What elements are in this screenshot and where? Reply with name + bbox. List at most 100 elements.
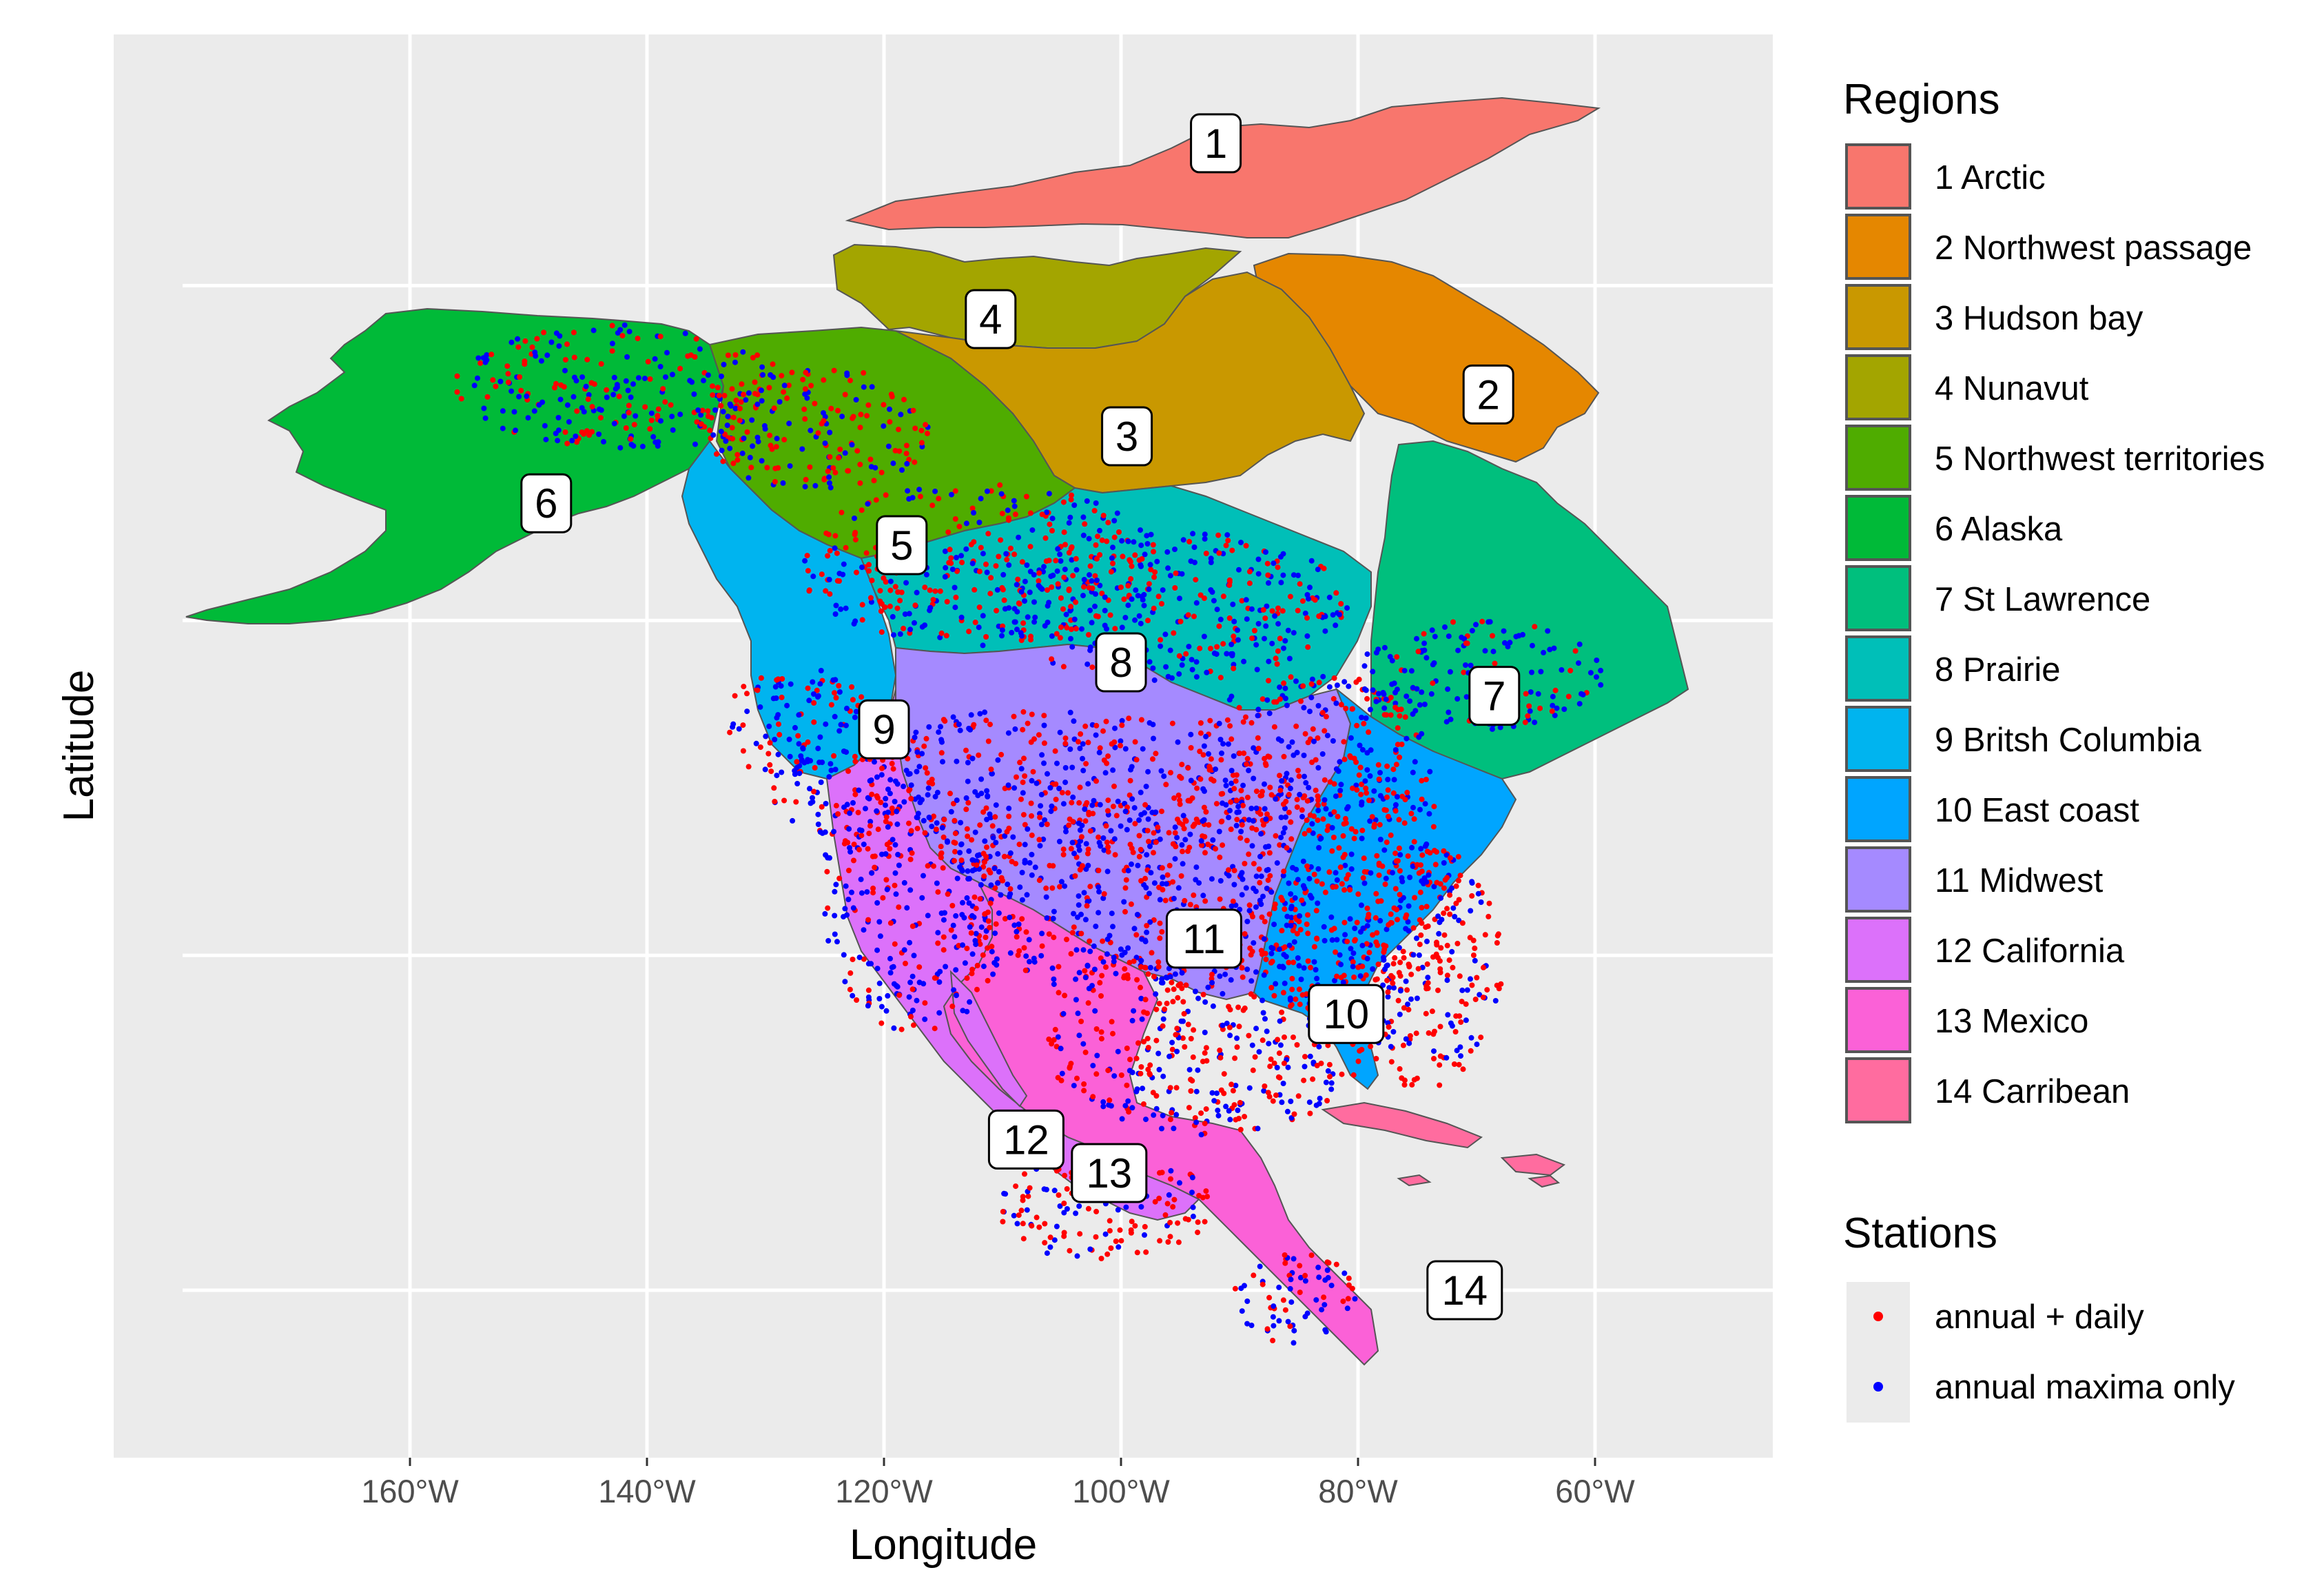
station-annual-daily [1053, 796, 1059, 802]
station-annual-daily [1250, 1067, 1256, 1073]
region-label: 1 [1190, 113, 1242, 174]
station-annual-maxima [1347, 916, 1353, 922]
station-annual-maxima [894, 808, 900, 815]
station-annual-daily [1395, 997, 1401, 1004]
station-annual-daily [1371, 822, 1377, 828]
station-annual-daily [1062, 740, 1069, 746]
station-annual-daily [923, 422, 929, 428]
station-annual-daily [1232, 1285, 1238, 1292]
station-annual-daily [1437, 970, 1443, 975]
station-annual-daily [1218, 791, 1224, 797]
station-annual-daily [1166, 862, 1173, 868]
station-annual-maxima [1286, 655, 1293, 662]
station-annual-daily [1251, 861, 1257, 867]
station-annual-daily [976, 752, 982, 758]
station-annual-maxima [863, 806, 868, 812]
station-annual-maxima [1092, 1008, 1098, 1014]
station-annual-daily [852, 537, 858, 543]
station-annual-maxima [1143, 1117, 1149, 1123]
station-annual-daily [878, 469, 885, 476]
station-annual-daily [908, 795, 914, 802]
station-annual-maxima [958, 819, 964, 826]
station-annual-daily [1098, 1256, 1104, 1261]
station-annual-maxima [912, 620, 917, 626]
station-annual-daily [1050, 863, 1056, 869]
station-annual-daily [1011, 551, 1018, 558]
station-annual-daily [1020, 709, 1027, 715]
station-annual-maxima [967, 924, 973, 930]
station-annual-daily [1141, 1009, 1147, 1015]
station-annual-daily [1208, 756, 1214, 762]
station-annual-maxima [1410, 804, 1416, 811]
station-annual-daily [1273, 655, 1279, 662]
station-annual-daily [1330, 695, 1337, 702]
station-annual-daily [927, 587, 933, 593]
station-annual-maxima [953, 967, 959, 973]
station-annual-daily [1036, 732, 1042, 738]
station-annual-daily [1122, 885, 1129, 891]
station-annual-daily [1093, 778, 1099, 784]
station-annual-maxima [1147, 562, 1153, 568]
station-annual-daily [1021, 755, 1027, 762]
station-annual-maxima [566, 419, 572, 425]
station-annual-daily [1294, 930, 1300, 937]
station-annual-maxima [1061, 1210, 1067, 1216]
station-annual-daily [1171, 630, 1177, 636]
station-annual-maxima [996, 910, 1002, 916]
region-caribbean-hispaniola [1500, 1153, 1566, 1176]
station-annual-daily [1000, 877, 1006, 884]
station-annual-daily [1396, 970, 1402, 976]
station-annual-maxima [1277, 684, 1283, 691]
station-annual-daily [1082, 818, 1089, 824]
station-annual-daily [1354, 787, 1360, 793]
station-annual-maxima [1140, 746, 1146, 752]
station-annual-maxima [1215, 1112, 1222, 1119]
station-annual-daily [866, 831, 872, 837]
station-annual-maxima [1158, 643, 1164, 649]
station-annual-daily [741, 684, 747, 690]
station-annual-daily [1304, 863, 1310, 869]
station-annual-maxima [1133, 587, 1139, 593]
station-annual-maxima [938, 737, 945, 743]
station-annual-maxima [954, 758, 960, 764]
station-annual-maxima [1139, 936, 1145, 942]
station-annual-maxima [1559, 667, 1565, 673]
station-annual-daily [1315, 793, 1321, 799]
station-annual-maxima [919, 751, 925, 757]
station-annual-maxima [1279, 1099, 1285, 1106]
station-annual-maxima [1264, 886, 1270, 891]
station-annual-daily [1430, 680, 1436, 686]
station-annual-daily [795, 733, 801, 739]
station-annual-maxima [1288, 891, 1294, 897]
station-annual-daily [1125, 582, 1131, 589]
station-annual-maxima [1076, 893, 1082, 899]
station-annual-daily [1076, 799, 1082, 806]
station-annual-maxima [1241, 658, 1247, 664]
station-annual-maxima [1188, 558, 1194, 564]
station-annual-maxima [901, 784, 907, 789]
station-annual-daily [1266, 1294, 1273, 1301]
station-annual-daily [1352, 937, 1358, 943]
station-annual-maxima [954, 875, 960, 882]
station-annual-maxima [1040, 836, 1047, 842]
station-annual-maxima [553, 430, 559, 436]
station-annual-maxima [1005, 882, 1011, 888]
station-annual-maxima [1041, 564, 1047, 570]
station-annual-daily [806, 588, 812, 594]
station-annual-maxima [689, 379, 695, 385]
station-annual-daily [1305, 912, 1310, 918]
station-annual-daily [1350, 706, 1355, 712]
station-annual-daily [1327, 779, 1333, 785]
station-annual-maxima [874, 966, 881, 972]
station-annual-maxima [1214, 607, 1220, 613]
station-annual-daily [916, 964, 923, 970]
station-annual-maxima [1054, 568, 1060, 574]
station-annual-maxima [1576, 641, 1583, 647]
station-annual-daily [977, 822, 983, 828]
station-annual-maxima [1014, 928, 1020, 935]
station-annual-maxima [1062, 883, 1068, 889]
station-annual-daily [834, 578, 841, 584]
station-annual-maxima [953, 913, 959, 919]
legend-label: 1 Arctic [1935, 159, 2046, 196]
station-annual-maxima [810, 573, 816, 580]
